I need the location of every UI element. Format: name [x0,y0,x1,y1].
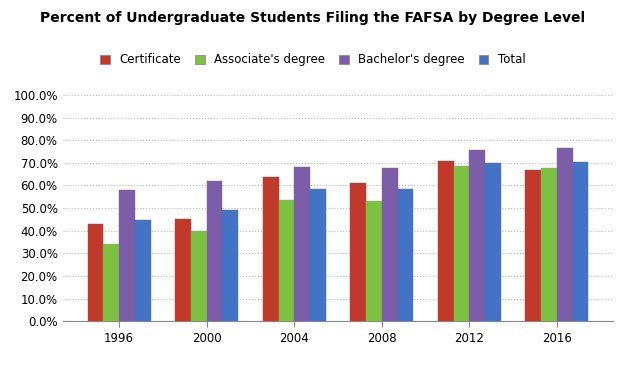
Bar [310,189,326,321]
Bar [351,183,366,321]
Bar [119,190,135,321]
Text: Percent of Undergraduate Students Filing the FAFSA by Degree Level: Percent of Undergraduate Students Filing… [41,11,585,25]
Bar [135,220,151,321]
Bar [103,244,119,321]
Legend: Certificate, Associate's degree, Bachelor's degree, Total: Certificate, Associate's degree, Bachelo… [100,53,526,66]
Bar [398,189,413,321]
Bar [279,200,294,321]
Bar [454,166,470,321]
Bar [175,219,191,321]
Bar [222,210,239,321]
Bar [438,161,454,321]
Bar [207,181,222,321]
Bar [573,162,588,321]
Bar [88,224,103,321]
Bar [191,231,207,321]
Bar [557,148,573,321]
Bar [470,150,485,321]
Bar [366,201,382,321]
Bar [294,167,310,321]
Bar [525,170,541,321]
Bar [382,169,398,321]
Bar [485,163,501,321]
Bar [541,169,557,321]
Bar [263,177,279,321]
